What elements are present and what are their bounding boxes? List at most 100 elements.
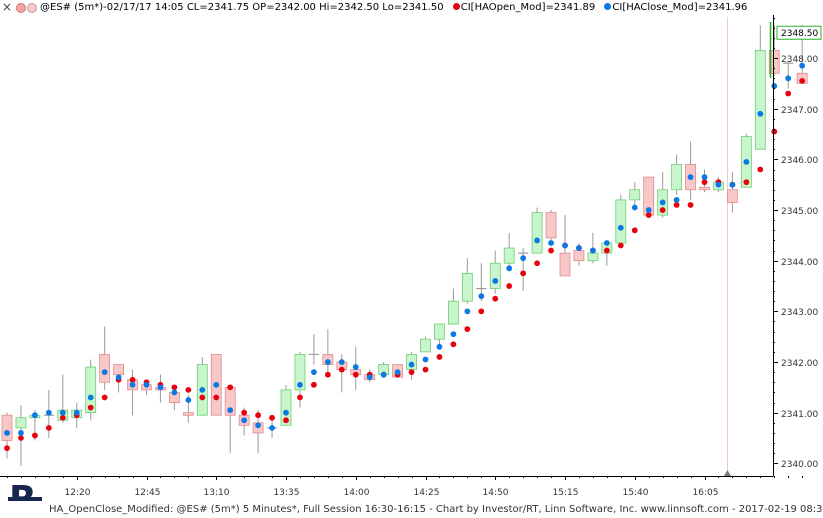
candle-up[interactable]	[85, 366, 97, 414]
haclose-point	[631, 204, 638, 211]
blue-dot-icon	[604, 3, 612, 10]
candle-up[interactable]	[15, 417, 27, 429]
candle-up[interactable]	[615, 199, 627, 244]
haclose-point	[32, 412, 38, 419]
haopen-point	[283, 417, 289, 424]
haclose-point	[59, 409, 66, 416]
haclose-point	[297, 381, 303, 388]
x-tick-label: 15:40	[623, 488, 649, 498]
candle-up[interactable]	[420, 338, 431, 353]
haclose-point	[645, 207, 652, 213]
candle-up[interactable]	[671, 164, 682, 191]
haopen-point	[59, 414, 66, 421]
haopen-point	[645, 212, 652, 219]
haclose-point	[338, 359, 345, 365]
haclose-point	[576, 245, 582, 251]
candle-up[interactable]	[280, 389, 292, 426]
haopen-point	[269, 414, 275, 421]
pink-window-button-icon[interactable]	[27, 3, 37, 13]
candle-up[interactable]	[531, 212, 543, 254]
haclose-point	[757, 110, 764, 117]
haopen-point	[743, 179, 750, 186]
candle-down[interactable]	[699, 186, 710, 191]
x-tick-label: 13:10	[204, 488, 230, 498]
y-tick-label: 2341.00	[781, 410, 818, 420]
y-tick-label: 2342.00	[781, 359, 818, 369]
header-info: @ES# (5m*)-02/17/17 14:05 CL=2341.75 OP=…	[40, 0, 747, 15]
y-tick-label: 2346.00	[781, 156, 818, 166]
haopen-point	[241, 409, 248, 416]
haclose-point	[241, 417, 248, 424]
haopen-point	[520, 270, 527, 277]
haclose-point	[73, 409, 80, 416]
haclose-point	[478, 293, 485, 300]
header-price-text: @ES# (5m*)-02/17/17 14:05 CL=2341.75 OP=…	[40, 2, 444, 13]
candle-up[interactable]	[489, 262, 501, 289]
haclose-point	[18, 430, 24, 436]
haclose-point	[311, 369, 317, 376]
haopen-point	[255, 412, 261, 419]
haclose-point	[687, 174, 694, 181]
haopen-point	[87, 404, 94, 411]
candle-up[interactable]	[447, 300, 459, 325]
red-window-button-icon[interactable]	[16, 3, 26, 13]
candle-up[interactable]	[294, 354, 306, 391]
candle-up[interactable]	[461, 272, 473, 302]
legend-item-haopen: CI[HAOpen_Mod]=2341.89	[447, 0, 595, 15]
haclose-point	[143, 381, 150, 388]
dot-layer	[4, 62, 806, 452]
chart-footer: HA_OpenClose_Modified: @ES# (5m*) 5 Minu…	[0, 501, 823, 518]
haclose-point	[492, 278, 499, 284]
haclose-point	[450, 331, 457, 338]
y-tick-label: 2344.00	[781, 258, 818, 268]
haopen-point	[771, 128, 778, 135]
x-tick-label: 15:15	[553, 488, 579, 498]
close-glyph-icon[interactable]: ×	[2, 0, 13, 14]
scroll-marker-icon[interactable]	[724, 470, 731, 476]
haclose-point	[213, 381, 220, 388]
haopen-point	[701, 179, 708, 186]
candle-up[interactable]	[503, 247, 515, 264]
haopen-point	[659, 207, 666, 213]
x-tick-label: 16:05	[693, 488, 719, 498]
haopen-point	[101, 394, 108, 401]
haclose-point	[199, 386, 206, 393]
candle-down[interactable]	[559, 252, 571, 277]
candle-up[interactable]	[629, 189, 641, 201]
candle-down[interactable]	[182, 412, 194, 416]
haopen-point	[185, 386, 192, 393]
candle-down[interactable]	[727, 189, 738, 203]
haclose-point	[464, 308, 471, 315]
y-tick-label: 2340.00	[781, 460, 818, 470]
haopen-point	[32, 432, 38, 439]
haopen-point	[129, 376, 136, 383]
haopen-point	[464, 326, 471, 332]
last-price-label: 2348.50	[781, 29, 818, 39]
haclose-point	[394, 369, 401, 376]
haclose-point	[171, 389, 178, 396]
haopen-point	[492, 295, 499, 302]
candle-down[interactable]	[768, 50, 780, 74]
candle-down[interactable]	[573, 250, 585, 262]
haclose-point	[506, 265, 513, 272]
haclose-point	[408, 361, 415, 368]
haclose-point	[548, 240, 554, 246]
haopen-point	[603, 247, 610, 254]
axis-layer: 2340.00 2341.00 2342.00 2343.00 2344.00 2345.…	[0, 15, 822, 498]
candle-down[interactable]	[1, 414, 13, 441]
candle-down[interactable]	[99, 354, 111, 383]
haopen-point	[478, 308, 485, 315]
red-dot-icon	[452, 3, 460, 10]
haclose-point	[87, 394, 94, 401]
candle-down[interactable]	[545, 212, 557, 239]
candle-up[interactable]	[754, 50, 766, 150]
haclose-point	[673, 197, 680, 203]
haclose-point	[659, 199, 666, 206]
candle-down[interactable]	[113, 364, 124, 376]
candle-up[interactable]	[587, 252, 599, 262]
haclose-point	[799, 62, 806, 69]
candle-up[interactable]	[434, 323, 445, 340]
legend-item-haclose: CI[HAClose_Mod]=2341.96	[598, 0, 747, 15]
